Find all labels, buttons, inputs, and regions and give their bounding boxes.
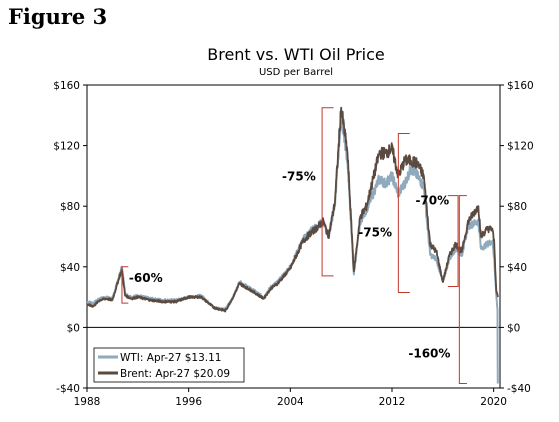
chart-subtitle: USD per Barrel xyxy=(259,67,333,78)
y-tick-label-right: -$40 xyxy=(507,383,531,395)
x-tick-label: 1996 xyxy=(175,396,202,408)
drawdown-bracket xyxy=(397,132,410,294)
legend: WTI: Apr-27 $13.11 Brent: Apr-27 $20.09 xyxy=(93,347,245,383)
y-tick-label-right: $80 xyxy=(507,201,527,213)
x-tick-label: 2004 xyxy=(277,396,304,408)
figure-label: Figure 3 xyxy=(8,4,108,29)
drawdown-bracket xyxy=(447,195,459,287)
x-tick-label: 2020 xyxy=(480,396,507,408)
y-tick-label-right: $160 xyxy=(507,80,534,92)
legend-label-wti: WTI: Apr-27 $13.11 xyxy=(120,352,222,364)
legend-box xyxy=(93,347,245,383)
y-tick-label-right: $40 xyxy=(507,262,527,274)
drawdown-bracket xyxy=(458,195,467,384)
y-tick-label-left: -$40 xyxy=(56,383,80,395)
y-tick-label-left: $0 xyxy=(67,322,80,334)
annotations: -60% -75% -75% -70% -160% xyxy=(121,107,467,384)
drawdown-label: -160% xyxy=(408,347,450,361)
y-tick-label-left: $40 xyxy=(60,262,80,274)
legend-label-brent: Brent: Apr-27 $20.09 xyxy=(120,368,230,380)
drawdown-bracket xyxy=(321,107,334,277)
y-tick-label-left: $80 xyxy=(60,201,80,213)
drawdown-label: -75% xyxy=(358,226,392,240)
drawdown-label: -75% xyxy=(282,169,316,183)
chart-title: Brent vs. WTI Oil Price xyxy=(207,45,385,64)
x-tick-label: 1988 xyxy=(74,396,101,408)
axes: -$40 -$40 $0 $0 $40 $40 $80 $80 $120 $120 $160 $160… xyxy=(53,80,533,408)
series-group xyxy=(86,106,499,384)
y-tick-label-left: $120 xyxy=(53,141,80,153)
series-line-brent xyxy=(86,106,499,313)
x-tick-label: 2012 xyxy=(379,396,406,408)
plot-area xyxy=(86,84,501,389)
drawdown-label: -60% xyxy=(129,271,163,285)
y-tick-label-right: $120 xyxy=(507,141,534,153)
y-tick-label-left: $160 xyxy=(53,80,80,92)
y-tick-label-right: $0 xyxy=(507,322,520,334)
drawdown-label: -70% xyxy=(415,194,449,208)
drawdown-bracket xyxy=(121,266,129,304)
series-line-wti xyxy=(86,109,499,384)
